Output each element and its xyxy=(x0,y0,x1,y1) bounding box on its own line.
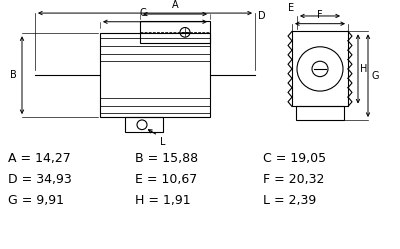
Text: B: B xyxy=(10,70,16,80)
Text: F = 20,32: F = 20,32 xyxy=(263,173,324,186)
Text: E: E xyxy=(288,3,294,13)
Text: G = 9,91: G = 9,91 xyxy=(8,194,64,207)
Text: H: H xyxy=(360,64,367,74)
Text: C: C xyxy=(140,8,146,18)
Text: B = 15,88: B = 15,88 xyxy=(135,152,198,165)
Text: F: F xyxy=(317,10,323,20)
Text: A = 14,27: A = 14,27 xyxy=(8,152,71,165)
Text: L: L xyxy=(160,137,166,147)
Text: A: A xyxy=(172,0,178,10)
Text: D: D xyxy=(258,11,266,21)
Text: C = 19,05: C = 19,05 xyxy=(263,152,326,165)
Text: L = 2,39: L = 2,39 xyxy=(263,194,316,207)
Text: G: G xyxy=(372,71,380,81)
Text: E = 10,67: E = 10,67 xyxy=(135,173,197,186)
Text: H = 1,91: H = 1,91 xyxy=(135,194,191,207)
Text: D = 34,93: D = 34,93 xyxy=(8,173,72,186)
